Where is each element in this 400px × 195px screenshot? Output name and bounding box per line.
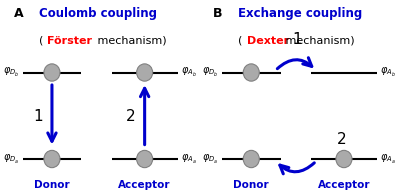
Text: $\varphi_{D_a}$: $\varphi_{D_a}$ [3,152,19,166]
Text: Exchange coupling: Exchange coupling [238,7,362,20]
Text: $\varphi_{A_b}$: $\varphi_{A_b}$ [380,66,396,79]
Text: B: B [213,7,222,20]
Text: 1: 1 [293,32,302,47]
Text: Coulomb coupling: Coulomb coupling [38,7,156,20]
Circle shape [137,64,153,81]
Text: (: ( [38,36,43,46]
Text: $\varphi_{D_a}$: $\varphi_{D_a}$ [202,152,218,166]
Text: 1: 1 [33,109,42,124]
Text: 2: 2 [126,109,135,124]
Text: Donor: Donor [34,180,70,190]
Circle shape [243,64,259,81]
Text: 2: 2 [336,132,346,147]
Circle shape [243,150,259,168]
Text: $\varphi_{D_b}$: $\varphi_{D_b}$ [202,66,218,79]
Text: $\varphi_{A_a}$: $\varphi_{A_a}$ [380,152,396,166]
Text: $\varphi_{D_b}$: $\varphi_{D_b}$ [2,66,19,79]
Text: $\varphi_{A_b}$: $\varphi_{A_b}$ [181,66,197,79]
Text: Acceptor: Acceptor [118,180,171,190]
Text: Förster: Förster [48,36,92,46]
Text: $\varphi_{A_a}$: $\varphi_{A_a}$ [181,152,197,166]
Text: Dexter: Dexter [247,36,289,46]
Text: A: A [14,7,23,20]
Text: mechanism): mechanism) [94,36,166,46]
Text: Acceptor: Acceptor [318,180,370,190]
Circle shape [44,150,60,168]
Circle shape [137,150,153,168]
Circle shape [336,150,352,168]
Text: (: ( [238,36,242,46]
Text: Donor: Donor [234,180,269,190]
Circle shape [44,64,60,81]
Text: mechanism): mechanism) [282,36,354,46]
